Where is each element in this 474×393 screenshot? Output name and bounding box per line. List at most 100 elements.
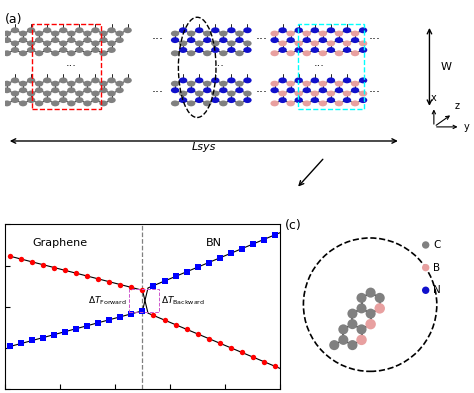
Circle shape — [67, 87, 75, 93]
Bar — [298, 24, 364, 109]
Circle shape — [356, 303, 366, 313]
Circle shape — [335, 37, 343, 43]
Circle shape — [19, 81, 27, 86]
Text: W: W — [440, 62, 452, 72]
Circle shape — [35, 31, 43, 37]
Circle shape — [203, 37, 211, 43]
Circle shape — [219, 31, 228, 37]
Circle shape — [235, 87, 244, 93]
Circle shape — [51, 31, 59, 37]
Circle shape — [338, 324, 348, 334]
Text: ···: ··· — [368, 33, 380, 46]
Circle shape — [327, 27, 335, 33]
Point — [205, 335, 212, 342]
Point — [117, 281, 124, 288]
Circle shape — [203, 81, 211, 86]
Circle shape — [219, 37, 228, 43]
Circle shape — [356, 293, 366, 303]
Circle shape — [343, 97, 351, 103]
Circle shape — [422, 264, 429, 271]
Bar — [129, 288, 159, 312]
Circle shape — [310, 90, 319, 97]
Point — [249, 241, 256, 247]
Text: x: x — [431, 94, 437, 103]
Point — [95, 276, 102, 282]
Point — [161, 317, 168, 323]
Circle shape — [327, 90, 335, 97]
Circle shape — [187, 81, 195, 86]
Circle shape — [59, 90, 67, 97]
Circle shape — [3, 50, 11, 56]
Circle shape — [356, 334, 367, 345]
Circle shape — [35, 50, 43, 56]
Circle shape — [75, 47, 83, 53]
Point — [172, 273, 179, 279]
Point — [194, 264, 201, 270]
Circle shape — [59, 77, 67, 83]
Circle shape — [187, 101, 195, 107]
Circle shape — [302, 31, 311, 37]
Circle shape — [235, 101, 244, 107]
Circle shape — [83, 101, 91, 107]
Circle shape — [243, 27, 252, 33]
Circle shape — [179, 77, 187, 83]
Circle shape — [335, 87, 343, 93]
Point — [95, 320, 102, 326]
Circle shape — [195, 40, 203, 46]
Point — [205, 259, 212, 266]
Circle shape — [108, 77, 116, 83]
Circle shape — [19, 87, 27, 93]
Circle shape — [91, 40, 100, 46]
Circle shape — [27, 90, 35, 97]
Circle shape — [327, 97, 335, 103]
Circle shape — [235, 50, 244, 56]
Point — [7, 253, 14, 259]
Circle shape — [303, 238, 437, 371]
Point — [73, 325, 80, 332]
Circle shape — [43, 77, 51, 83]
Circle shape — [195, 77, 203, 83]
Circle shape — [43, 47, 51, 53]
Circle shape — [365, 319, 376, 329]
Circle shape — [67, 81, 75, 86]
Circle shape — [359, 47, 367, 53]
Circle shape — [123, 27, 132, 33]
Point — [161, 278, 168, 284]
Circle shape — [91, 77, 100, 83]
Circle shape — [359, 90, 367, 97]
Circle shape — [286, 37, 295, 43]
Circle shape — [294, 97, 303, 103]
Text: Lsys: Lsys — [191, 142, 216, 152]
Circle shape — [67, 31, 75, 37]
Point — [260, 237, 267, 243]
Circle shape — [11, 77, 19, 83]
Point — [39, 262, 47, 268]
Circle shape — [179, 90, 187, 97]
Circle shape — [195, 47, 203, 53]
Circle shape — [343, 27, 351, 33]
Circle shape — [347, 340, 357, 350]
Circle shape — [271, 31, 279, 37]
Circle shape — [100, 50, 108, 56]
Circle shape — [43, 97, 51, 103]
Circle shape — [278, 47, 287, 53]
Circle shape — [51, 37, 59, 43]
Circle shape — [11, 47, 19, 53]
Circle shape — [195, 90, 203, 97]
Point — [238, 246, 246, 252]
Circle shape — [335, 101, 343, 107]
Circle shape — [286, 101, 295, 107]
Circle shape — [374, 303, 385, 314]
Point — [194, 331, 201, 337]
Circle shape — [108, 97, 116, 103]
Text: ···: ··· — [255, 33, 267, 46]
Circle shape — [123, 77, 132, 83]
Circle shape — [187, 50, 195, 56]
Text: $\Delta T_{\rm Backward}$: $\Delta T_{\rm Backward}$ — [161, 294, 205, 307]
Circle shape — [227, 47, 236, 53]
Circle shape — [59, 97, 67, 103]
Circle shape — [59, 40, 67, 46]
Circle shape — [91, 97, 100, 103]
Circle shape — [3, 31, 11, 37]
Circle shape — [75, 97, 83, 103]
